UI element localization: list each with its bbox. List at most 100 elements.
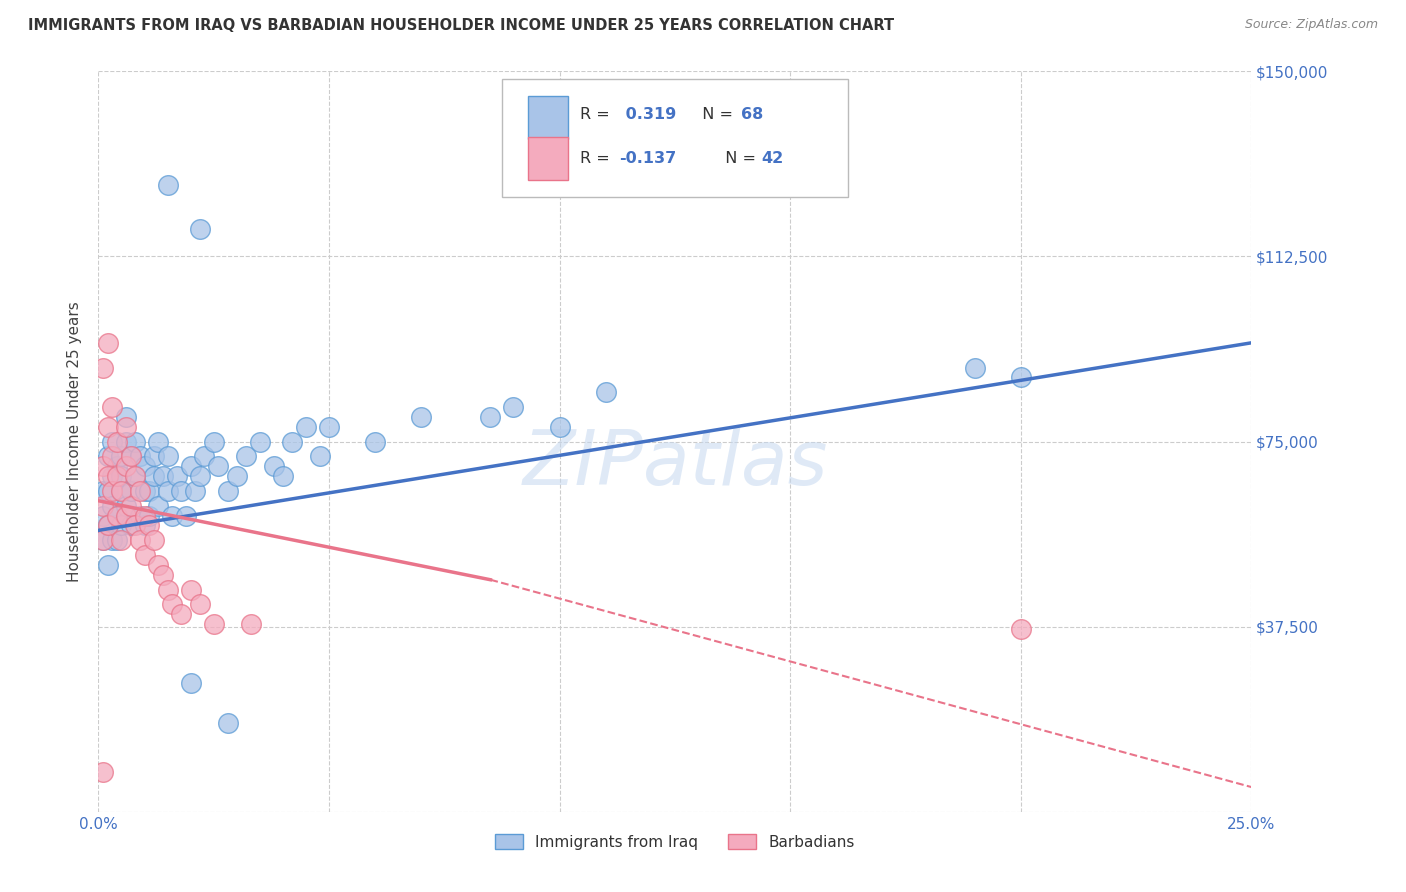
Point bbox=[156, 582, 179, 597]
Point bbox=[202, 434, 225, 449]
Point bbox=[97, 518, 120, 533]
Point bbox=[188, 469, 211, 483]
Point bbox=[120, 518, 142, 533]
Point bbox=[249, 434, 271, 449]
Point bbox=[101, 400, 124, 414]
Point bbox=[156, 450, 179, 464]
Point bbox=[1010, 622, 1032, 636]
Point bbox=[129, 533, 152, 548]
Point bbox=[225, 469, 247, 483]
Point bbox=[138, 483, 160, 498]
Point bbox=[318, 419, 340, 434]
Point bbox=[170, 483, 193, 498]
Point bbox=[91, 765, 114, 780]
Point bbox=[138, 518, 160, 533]
Point bbox=[120, 450, 142, 464]
Point bbox=[115, 434, 138, 449]
Point bbox=[160, 598, 183, 612]
Point bbox=[124, 434, 146, 449]
Point bbox=[91, 459, 114, 474]
Point bbox=[97, 450, 120, 464]
Point bbox=[105, 459, 128, 474]
Point bbox=[105, 508, 128, 523]
Point bbox=[110, 518, 132, 533]
Text: N =: N = bbox=[692, 107, 738, 122]
Point bbox=[97, 419, 120, 434]
Point bbox=[271, 469, 294, 483]
Point bbox=[97, 335, 120, 350]
FancyBboxPatch shape bbox=[529, 95, 568, 139]
FancyBboxPatch shape bbox=[529, 136, 568, 180]
Point bbox=[115, 508, 138, 523]
Text: Source: ZipAtlas.com: Source: ZipAtlas.com bbox=[1244, 18, 1378, 31]
Point bbox=[97, 558, 120, 572]
Point bbox=[101, 533, 124, 548]
Text: -0.137: -0.137 bbox=[620, 152, 676, 166]
Point bbox=[217, 715, 239, 730]
Point bbox=[184, 483, 207, 498]
Point bbox=[548, 419, 571, 434]
Point bbox=[97, 483, 120, 498]
Text: N =: N = bbox=[716, 152, 762, 166]
Point bbox=[105, 533, 128, 548]
Text: IMMIGRANTS FROM IRAQ VS BARBADIAN HOUSEHOLDER INCOME UNDER 25 YEARS CORRELATION : IMMIGRANTS FROM IRAQ VS BARBADIAN HOUSEH… bbox=[28, 18, 894, 33]
Point bbox=[91, 499, 114, 513]
Point bbox=[502, 400, 524, 414]
Text: 42: 42 bbox=[762, 152, 783, 166]
Point bbox=[134, 548, 156, 562]
Point bbox=[101, 499, 124, 513]
Point bbox=[180, 459, 202, 474]
Point bbox=[120, 450, 142, 464]
Point bbox=[97, 469, 120, 483]
Point bbox=[156, 483, 179, 498]
Text: R =: R = bbox=[581, 107, 616, 122]
Point bbox=[202, 617, 225, 632]
Point bbox=[110, 450, 132, 464]
Text: R =: R = bbox=[581, 152, 616, 166]
Point bbox=[138, 508, 160, 523]
Point bbox=[110, 483, 132, 498]
Point bbox=[134, 483, 156, 498]
Point bbox=[239, 617, 262, 632]
Point bbox=[124, 469, 146, 483]
Point bbox=[188, 598, 211, 612]
Point bbox=[142, 469, 165, 483]
Point bbox=[91, 483, 114, 498]
Point bbox=[411, 409, 433, 424]
Point bbox=[134, 508, 156, 523]
Point bbox=[115, 409, 138, 424]
Point bbox=[1010, 370, 1032, 384]
Legend: Immigrants from Iraq, Barbadians: Immigrants from Iraq, Barbadians bbox=[489, 828, 860, 856]
Point bbox=[148, 558, 170, 572]
Point bbox=[91, 533, 114, 548]
Point bbox=[188, 222, 211, 236]
Point bbox=[174, 508, 197, 523]
Point bbox=[110, 469, 132, 483]
Text: 0.319: 0.319 bbox=[620, 107, 676, 122]
Point bbox=[105, 508, 128, 523]
Point bbox=[152, 567, 174, 582]
Point bbox=[166, 469, 188, 483]
Point bbox=[263, 459, 285, 474]
Point bbox=[129, 508, 152, 523]
Text: 68: 68 bbox=[741, 107, 763, 122]
Point bbox=[142, 533, 165, 548]
Y-axis label: Householder Income Under 25 years: Householder Income Under 25 years bbox=[67, 301, 83, 582]
Point bbox=[142, 450, 165, 464]
Point bbox=[115, 419, 138, 434]
Point bbox=[134, 459, 156, 474]
Point bbox=[124, 518, 146, 533]
Point bbox=[97, 518, 120, 533]
Point bbox=[120, 499, 142, 513]
Point bbox=[148, 434, 170, 449]
Point bbox=[105, 434, 128, 449]
Point bbox=[180, 582, 202, 597]
Point bbox=[963, 360, 986, 375]
Point bbox=[105, 469, 128, 483]
Point bbox=[129, 450, 152, 464]
Point bbox=[217, 483, 239, 498]
Point bbox=[115, 459, 138, 474]
Point bbox=[101, 434, 124, 449]
Point bbox=[595, 385, 617, 400]
Point bbox=[91, 508, 114, 523]
